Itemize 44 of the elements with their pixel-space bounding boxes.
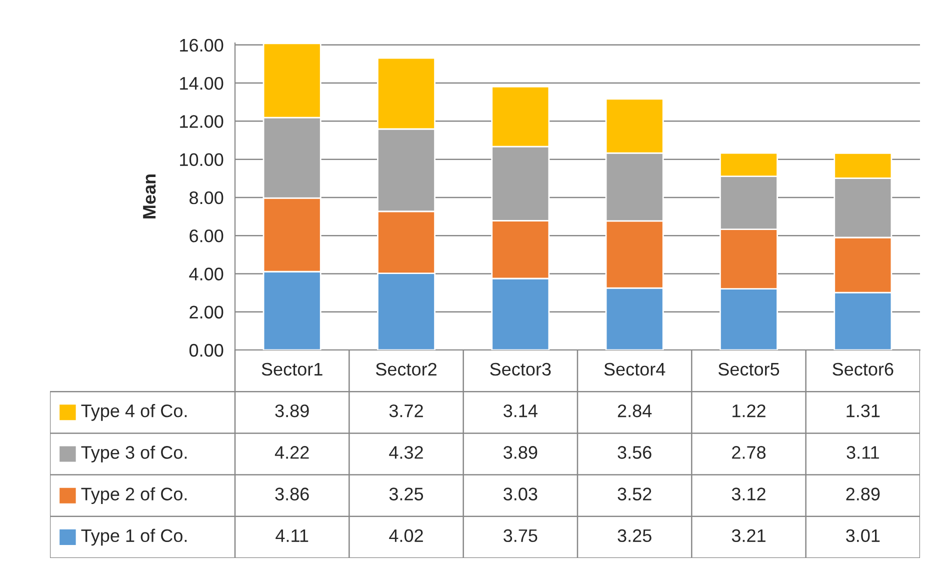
y-tick-label: 8.00 <box>190 191 224 204</box>
data-label: 3.21 <box>732 529 766 542</box>
data-label: 2.78 <box>732 446 766 459</box>
data-label: 4.02 <box>389 529 423 542</box>
data-label: 1.31 <box>846 404 880 418</box>
y-tick-label: 0.00 <box>189 344 224 357</box>
y-tick-label: 6.00 <box>190 230 224 242</box>
legend-label: Type 2 of Co. <box>81 487 187 504</box>
data-label: 3.03 <box>504 488 538 500</box>
legend-label: Type 3 of Co. <box>81 446 187 462</box>
x-tick-label: Sector4 <box>604 362 666 376</box>
y-tick-label: 14.00 <box>180 76 224 90</box>
legend-label: Type 1 of Co. <box>81 528 187 546</box>
y-tick-label: 12.00 <box>180 115 224 128</box>
data-label: 3.89 <box>504 446 538 459</box>
data-label: 3.72 <box>389 404 423 418</box>
data-label: 3.75 <box>504 529 538 542</box>
data-label: 3.14 <box>504 404 538 418</box>
data-label: 4.11 <box>276 529 308 542</box>
data-label: 2.89 <box>846 488 880 500</box>
x-tick-label: Sector5 <box>718 362 780 376</box>
y-tick-label: 16.00 <box>180 38 224 52</box>
data-label: 3.89 <box>275 404 309 418</box>
data-label: 3.56 <box>618 446 652 459</box>
data-label: 4.22 <box>274 446 309 459</box>
y-tick-label: 4.00 <box>189 268 224 280</box>
legend-label: Type 4 of Co. <box>81 404 187 421</box>
data-label: 3.11 <box>846 446 879 459</box>
data-label: 3.52 <box>618 488 652 500</box>
data-label: 1.22 <box>732 404 766 418</box>
data-label: 3.86 <box>275 488 309 500</box>
data-label: 3.01 <box>846 529 880 542</box>
data-label: 2.84 <box>618 404 652 418</box>
y-axis-title: Mean <box>143 174 156 218</box>
data-label: 3.12 <box>732 488 766 500</box>
y-tick-label: 2.00 <box>190 306 224 319</box>
x-tick-label: Sector3 <box>490 362 551 376</box>
data-label: 4.32 <box>389 446 423 459</box>
x-tick-label: Sector1 <box>262 362 322 376</box>
y-tick-label: 10.00 <box>180 153 224 166</box>
data-label: 3.25 <box>618 529 652 542</box>
x-tick-label: Sector6 <box>832 362 894 376</box>
data-label: 3.25 <box>389 488 424 500</box>
x-tick-label: Sector2 <box>376 362 436 376</box>
